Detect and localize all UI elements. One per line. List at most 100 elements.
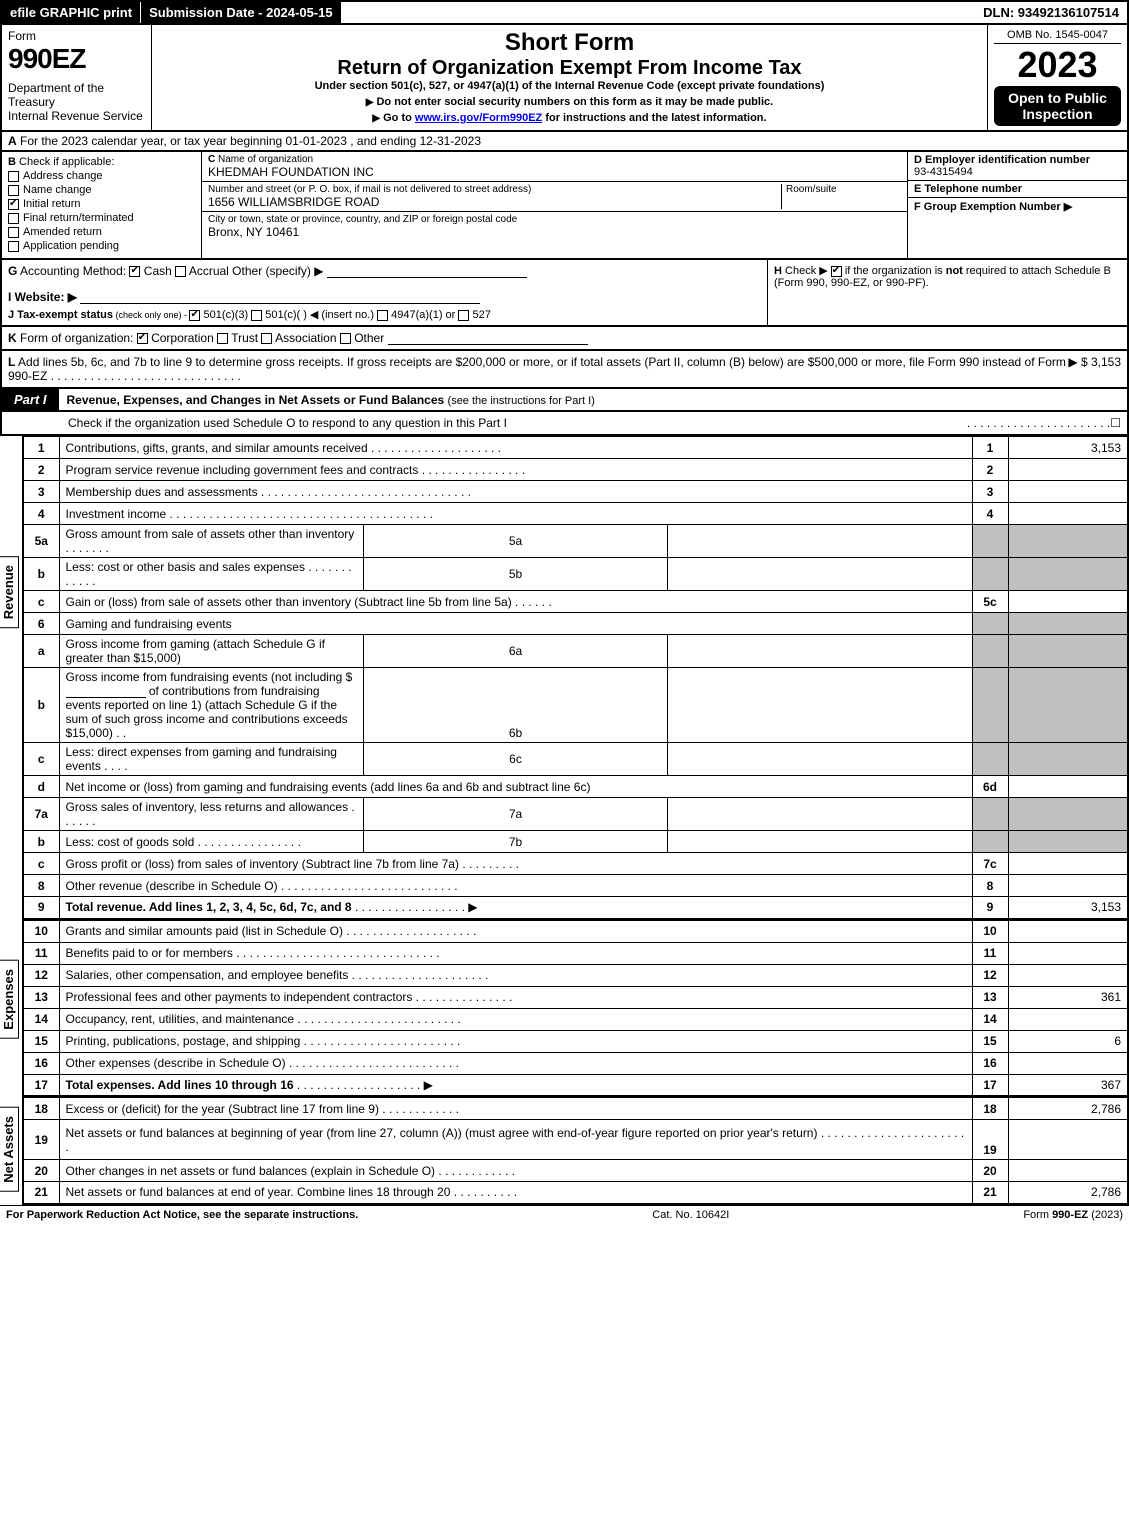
section-g-i: G Accounting Method: Cash Accrual Other … [2,260,767,325]
g-text: Accounting Method: [17,264,126,278]
header-center: Short Form Return of Organization Exempt… [152,25,987,130]
line-6b: bGross income from fundraising events (n… [23,668,1128,743]
open-to-public: Open to Public Inspection [994,86,1121,126]
under-section: Under section 501(c), 527, or 4947(a)(1)… [160,80,979,92]
checkbox-corporation[interactable] [137,333,148,344]
check-application-pending: Application pending [8,240,195,252]
page-footer: For Paperwork Reduction Act Notice, see … [0,1205,1129,1224]
netassets-section: Net Assets 18Excess or (deficit) for the… [22,1097,1129,1205]
no-ssn-line: Do not enter social security numbers on … [160,96,979,108]
dept-treasury: Department of the Treasury [8,81,145,109]
line-18-desc: Excess or (deficit) for the year (Subtra… [66,1102,379,1116]
checkbox-accrual[interactable] [175,266,186,277]
line-1: 1Contributions, gifts, grants, and simil… [23,437,1128,459]
netassets-vlabel: Net Assets [0,1107,19,1192]
label-501c: 501(c)( ) ◀ (insert no.) [265,309,374,321]
line-2-desc: Program service revenue including govern… [66,463,419,477]
line-19: 19Net assets or fund balances at beginni… [23,1120,1128,1160]
return-title: Return of Organization Exempt From Incom… [160,57,979,80]
part-1-sub: (see the instructions for Part I) [448,395,595,407]
checkbox-pending[interactable] [8,241,19,252]
other-org-line [388,333,588,345]
line-16: 16Other expenses (describe in Schedule O… [23,1052,1128,1074]
label-final-return: Final return/terminated [23,212,134,224]
checkbox-527[interactable] [458,310,469,321]
line-19-desc: Net assets or fund balances at beginning… [66,1126,818,1140]
line-14-desc: Occupancy, rent, utilities, and maintena… [66,1012,295,1026]
label-4947: 4947(a)(1) or [391,309,455,321]
row-gh: G Accounting Method: Cash Accrual Other … [0,260,1129,327]
section-b-text: Check if applicable: [16,156,114,168]
checkbox-4947[interactable] [377,310,388,321]
cat-number: Cat. No. 10642I [652,1209,729,1221]
top-bar: efile GRAPHIC print Submission Date - 20… [0,0,1129,25]
line-8: 8Other revenue (describe in Schedule O) … [23,875,1128,897]
line-8-desc: Other revenue (describe in Schedule O) [66,879,278,893]
short-form-title: Short Form [160,29,979,57]
line-7c: cGross profit or (loss) from sales of in… [23,853,1128,875]
entity-mid: C Name of organization KHEDMAH FOUNDATIO… [202,152,907,258]
line-15-desc: Printing, publications, postage, and shi… [66,1034,301,1048]
line-7a-desc: Gross sales of inventory, less returns a… [66,800,349,814]
other-method-line [327,266,527,278]
check-initial-return: Initial return [8,198,195,210]
part-1-check-text: Check if the organization used Schedule … [8,416,967,430]
revenue-table: 1Contributions, gifts, grants, and simil… [22,436,1129,920]
line-11: 11Benefits paid to or for members . . . … [23,942,1128,964]
section-l: L Add lines 5b, 6c, and 7b to line 9 to … [0,351,1129,389]
checkbox-association[interactable] [261,333,272,344]
irs-link[interactable]: www.irs.gov/Form990EZ [415,112,542,124]
label-other-method: Other (specify) ▶ [232,264,323,278]
city-value: Bronx, NY 10461 [208,225,901,239]
phone-label: E Telephone number [914,183,1121,195]
part-1-check-row: Check if the organization used Schedule … [0,412,1129,436]
checkbox-trust[interactable] [217,333,228,344]
checkbox-amended[interactable] [8,227,19,238]
section-b-letter: B [8,156,16,168]
address-row: Number and street (or P. O. box, if mail… [202,182,907,212]
line-5c: cGain or (loss) from sale of assets othe… [23,591,1128,613]
line-12: 12Salaries, other compensation, and empl… [23,964,1128,986]
checkbox-501c[interactable] [251,310,262,321]
label-association: Association [275,331,336,345]
ein-cell: D Employer identification number 93-4315… [908,152,1127,181]
line-6c: cLess: direct expenses from gaming and f… [23,743,1128,776]
checkbox-final[interactable] [8,213,19,224]
section-k: K Form of organization: Corporation Trus… [0,327,1129,351]
ein-value: 93-4315494 [914,166,1121,178]
line-6a: aGross income from gaming (attach Schedu… [23,635,1128,668]
expenses-table: 10Grants and similar amounts paid (list … [22,920,1129,1098]
check-name-change: Name change [8,184,195,196]
check-final-return: Final return/terminated [8,212,195,224]
section-a-text: For the 2023 calendar year, or tax year … [17,134,481,148]
line-6d: dNet income or (loss) from gaming and fu… [23,776,1128,798]
j-label: J Tax-exempt status [8,309,113,321]
form-word-footer: Form [1023,1209,1052,1221]
checkbox-address[interactable] [8,171,19,182]
label-cash: Cash [144,264,172,278]
l-amount: ▶ $ 3,153 [1068,355,1121,383]
checkbox-cash[interactable] [129,266,140,277]
label-initial-return: Initial return [23,198,80,210]
checkbox-501c3[interactable] [189,310,200,321]
website-row: I Website: ▶ [8,290,761,304]
expenses-vlabel: Expenses [0,960,19,1039]
checkbox-schedule-b[interactable] [831,266,842,277]
label-amended-return: Amended return [23,226,102,238]
part-1-checkbox[interactable]: ☐ [1110,416,1121,430]
label-address-change: Address change [23,170,103,182]
form-word: Form [8,29,145,43]
line-20: 20Other changes in net assets or fund ba… [23,1160,1128,1182]
part-1-title-text: Revenue, Expenses, and Changes in Net As… [67,393,448,407]
entity-info: B Check if applicable: Address change Na… [0,152,1129,260]
goto-prefix: Go to [383,112,415,124]
label-application-pending: Application pending [23,240,119,252]
form-year-footer: (2023) [1088,1209,1123,1221]
form-footer: Form 990-EZ (2023) [1023,1209,1123,1221]
checkbox-name[interactable] [8,185,19,196]
address-value: 1656 WILLIAMSBRIDGE ROAD [208,195,781,209]
header-left: Form 990EZ Department of the Treasury In… [2,25,152,130]
checkbox-other-org[interactable] [340,333,351,344]
line-17-desc: Total expenses. Add lines 10 through 16 [66,1078,294,1092]
checkbox-initial[interactable] [8,199,19,210]
